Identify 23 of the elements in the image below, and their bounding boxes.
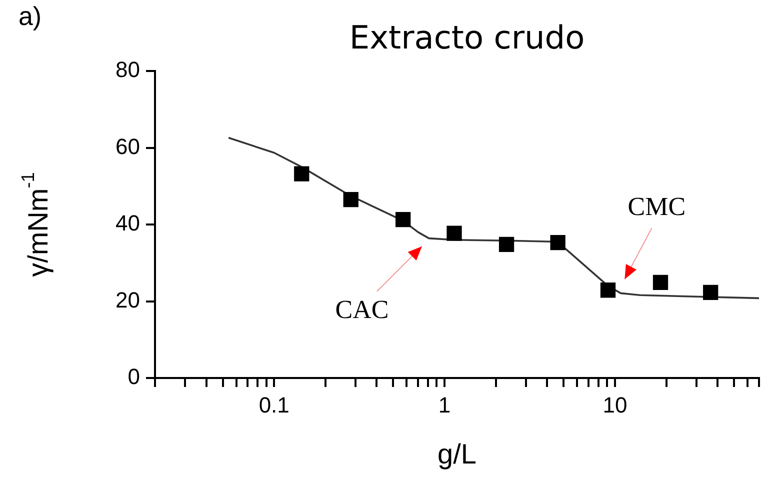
x-axis-title: g/L [438, 438, 476, 470]
point [703, 284, 718, 300]
y-axis-title: γ/mNm-1 [18, 172, 54, 277]
point [446, 226, 462, 241]
point [343, 192, 358, 208]
y-tick-label: 80 [116, 57, 140, 82]
y-tick-label: 0 [128, 364, 140, 390]
point [652, 274, 668, 290]
x-tick-label: 10 [602, 392, 628, 418]
point [600, 282, 616, 298]
y-tick-label: 40 [116, 210, 140, 236]
point [498, 236, 514, 252]
x-tick-label: 1 [438, 392, 451, 418]
y-tick-label: 60 [116, 134, 140, 159]
annotation: CAC [335, 295, 389, 324]
x-tick-label: 0.1 [258, 392, 290, 418]
chart-title: Extracto crudo [349, 18, 585, 56]
point [396, 212, 411, 228]
point [550, 234, 566, 250]
annotation: CMC [628, 192, 686, 222]
y-tick-label: 20 [116, 287, 140, 312]
text: a) [18, 1, 42, 32]
point [294, 166, 310, 182]
